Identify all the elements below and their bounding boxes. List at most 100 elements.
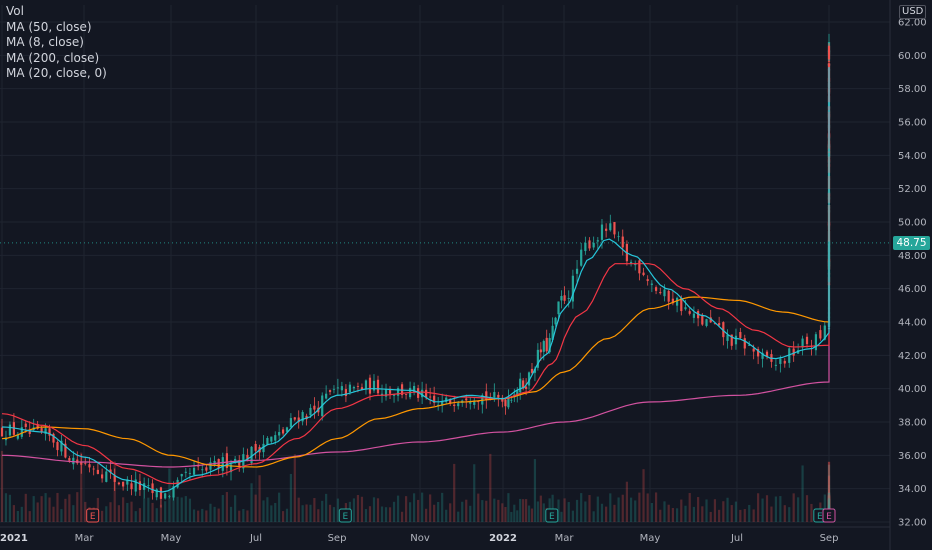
volume-bar bbox=[429, 494, 432, 522]
volume-bar bbox=[827, 464, 831, 522]
candle-body bbox=[64, 443, 67, 458]
y-tick-label: 46.00 bbox=[898, 284, 927, 295]
volume-bar bbox=[489, 453, 492, 522]
y-tick-label: 48.00 bbox=[898, 251, 927, 262]
candle-body bbox=[384, 388, 388, 397]
candle-body bbox=[580, 249, 583, 266]
volume-bar bbox=[827, 492, 831, 522]
candle-body bbox=[584, 242, 587, 252]
volume-bar bbox=[437, 502, 440, 522]
earnings-marker[interactable]: E bbox=[822, 508, 836, 523]
x-tick-label: Mar bbox=[75, 533, 95, 544]
candle-body bbox=[274, 435, 277, 441]
volume-bar bbox=[571, 510, 574, 522]
volume-bar bbox=[473, 464, 476, 522]
volume-bar bbox=[250, 483, 253, 522]
candle-body bbox=[60, 440, 63, 452]
volume-bar bbox=[621, 494, 624, 522]
volume-bar bbox=[519, 498, 522, 522]
volume-bar bbox=[147, 497, 150, 522]
volume-bar bbox=[692, 506, 696, 522]
y-tick-label: 54.00 bbox=[898, 151, 927, 162]
volume-bar bbox=[368, 506, 372, 522]
candle-body bbox=[293, 417, 296, 420]
candle-body bbox=[392, 394, 396, 396]
candle-body bbox=[4, 437, 8, 441]
volume-bar bbox=[328, 504, 332, 522]
candle-body bbox=[151, 483, 154, 494]
currency-label[interactable]: USD bbox=[899, 5, 927, 19]
volume-bar bbox=[609, 493, 612, 522]
volume-bar bbox=[396, 495, 400, 522]
volume-bar bbox=[734, 501, 738, 522]
candle-body bbox=[360, 387, 364, 390]
volume-bar bbox=[176, 496, 179, 522]
volume-bar bbox=[234, 495, 237, 522]
legend-ma50[interactable]: MA (50, close) bbox=[6, 19, 92, 34]
legend-vol[interactable]: Vol bbox=[6, 4, 24, 18]
x-tick-label: Jul bbox=[730, 533, 743, 544]
candle-body bbox=[497, 394, 500, 398]
volume-bar bbox=[453, 463, 456, 522]
volume-bar bbox=[524, 499, 528, 522]
volume-bar bbox=[305, 504, 308, 522]
candle-body bbox=[164, 493, 167, 499]
volume-bar bbox=[441, 492, 444, 522]
volume-bar bbox=[748, 504, 751, 522]
volume-bar bbox=[770, 506, 773, 522]
earnings-marker[interactable]: E bbox=[545, 508, 559, 523]
volume-bar bbox=[238, 510, 241, 522]
volume-bar bbox=[563, 498, 566, 522]
candle-body bbox=[168, 495, 171, 497]
candle-body bbox=[229, 464, 233, 473]
candle-body bbox=[663, 289, 666, 297]
candle-body bbox=[617, 236, 620, 238]
x-tick-label: May bbox=[161, 533, 182, 544]
candle-body bbox=[336, 387, 339, 389]
volume-bar bbox=[827, 493, 831, 522]
legend-ma200[interactable]: MA (200, close) bbox=[6, 50, 100, 65]
volume-bar bbox=[8, 494, 12, 522]
earnings-marker-label: E bbox=[90, 512, 96, 522]
y-tick-label: 36.00 bbox=[898, 451, 927, 462]
legend-ma8[interactable]: MA (8, close) bbox=[6, 35, 84, 49]
volume-bar bbox=[667, 504, 670, 522]
volume-bar bbox=[827, 492, 831, 522]
earnings-marker[interactable]: E bbox=[338, 508, 352, 523]
volume-bar bbox=[827, 476, 831, 522]
volume-bar bbox=[560, 511, 563, 522]
volume-bar bbox=[827, 492, 831, 522]
volume-bar bbox=[321, 500, 324, 522]
y-tick-label: 38.00 bbox=[898, 418, 927, 429]
candle-body bbox=[493, 392, 496, 398]
candle-body bbox=[56, 442, 59, 451]
candle-body bbox=[332, 388, 336, 390]
candle-body bbox=[113, 475, 116, 482]
earnings-marker-box bbox=[338, 508, 352, 523]
volume-bar bbox=[761, 498, 764, 522]
candle-body bbox=[726, 334, 729, 341]
earnings-marker[interactable]: E bbox=[86, 508, 100, 523]
candle-body bbox=[621, 236, 624, 248]
x-tick-label: Nov bbox=[410, 533, 430, 544]
candle-body bbox=[40, 428, 43, 433]
volume-bar bbox=[209, 503, 212, 522]
earnings-marker-label: E bbox=[549, 512, 555, 522]
volume-bar bbox=[533, 459, 537, 522]
candle-body bbox=[757, 349, 760, 357]
volume-bar bbox=[613, 504, 616, 522]
volume-bar bbox=[567, 502, 570, 522]
volume-bar bbox=[281, 511, 285, 522]
volume-bar bbox=[827, 464, 831, 522]
volume-bar bbox=[408, 502, 412, 522]
volume-bar bbox=[501, 503, 504, 522]
volume-bar bbox=[44, 493, 47, 522]
candle-body bbox=[516, 389, 519, 395]
volume-bar bbox=[557, 499, 560, 522]
legend-ma20[interactable]: MA (20, close, 0) bbox=[6, 66, 107, 80]
volume-bar bbox=[827, 494, 831, 522]
candle-body bbox=[225, 453, 229, 468]
volume-bar bbox=[4, 493, 8, 522]
